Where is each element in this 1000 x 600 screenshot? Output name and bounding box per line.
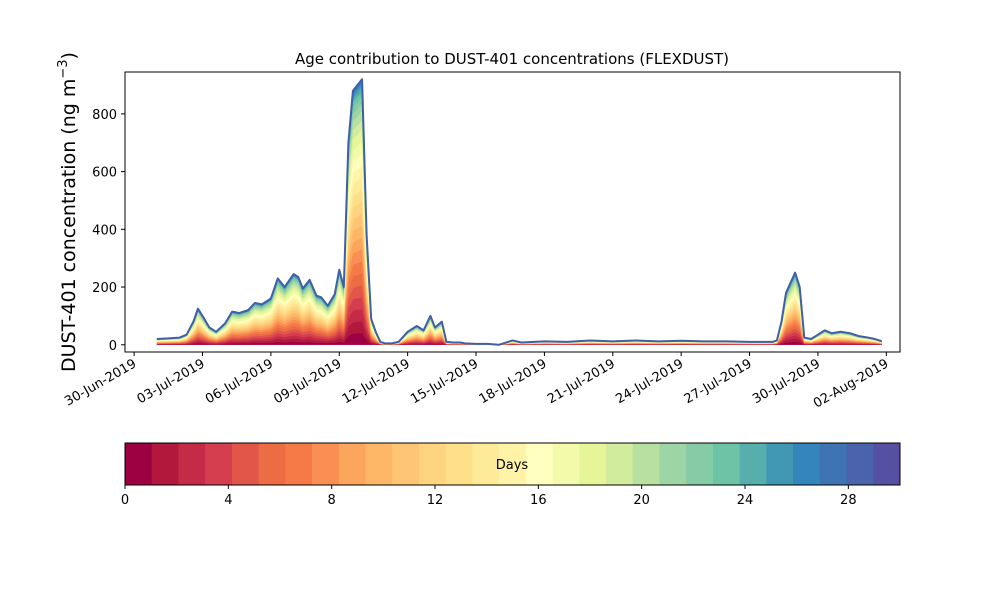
colorbar-segment-23 [739, 443, 767, 485]
colorbar-segment-21 [686, 443, 714, 485]
colorbar-segment-7 [312, 443, 340, 485]
y-axis-label-text: DUST-401 concentration (ng m [58, 79, 80, 372]
colorbar-tick-label-12: 12 [427, 493, 444, 508]
colorbar-segment-11 [418, 443, 447, 485]
colorbar-frame [124, 442, 901, 486]
colorbar-segment-5 [258, 443, 286, 485]
y-tick-label-800: 800 [92, 108, 117, 123]
colorbar-segment-24 [766, 443, 794, 485]
colorbar-segment-0 [125, 443, 153, 485]
y-tick-label-400: 400 [92, 223, 117, 238]
colorbar-segment-8 [338, 443, 367, 485]
colorbar-segment-3 [205, 443, 233, 485]
colorbar-axis: 0 4 8 12 16 20 24 28 [121, 485, 857, 508]
colorbar-tick-label-0: 0 [121, 493, 129, 508]
chart-title: Age contribution to DUST-401 concentrati… [295, 50, 729, 68]
y-axis-label-close: ) [58, 52, 80, 59]
total-concentration-line-group [156, 78, 883, 346]
colorbar-tick-label-20: 20 [633, 493, 650, 508]
y-axis: 0 200 400 600 800 [92, 108, 125, 354]
colorbar-segment-27 [846, 443, 874, 485]
colorbar-segment-25 [793, 443, 821, 485]
colorbar-segment-10 [392, 443, 420, 485]
colorbar-segment-17 [579, 443, 607, 485]
y-axis-label-exponent: −3 [56, 59, 71, 78]
colorbar-segment-12 [445, 443, 473, 485]
colorbar-segment-6 [285, 443, 313, 485]
age-contribution-areas [156, 78, 882, 345]
y-tick-label-600: 600 [92, 166, 117, 181]
colorbar-segment-13 [472, 443, 500, 485]
plot-frame [124, 71, 901, 353]
colorbar-segment-4 [231, 443, 260, 485]
colorbar-segment-2 [178, 443, 206, 485]
colorbar-segment-1 [151, 443, 179, 485]
colorbar-segment-14 [499, 443, 527, 485]
colorbar-segment-26 [819, 443, 848, 485]
colorbar-tick-label-24: 24 [737, 493, 754, 508]
colorbar-segment-19 [632, 443, 660, 485]
total-concentration-line [156, 78, 883, 346]
colorbar-segment-28 [873, 443, 901, 485]
colorbar [124, 442, 901, 486]
y-axis-label: DUST-401 concentration (ng m−3) [56, 52, 80, 372]
colorbar-segment-20 [659, 443, 687, 485]
colorbar-tick-label-4: 4 [224, 493, 232, 508]
colorbar-segment-9 [365, 443, 393, 485]
colorbar-segment-15 [525, 443, 554, 485]
y-tick-label-0: 0 [109, 339, 117, 354]
colorbar-segment-18 [606, 443, 634, 485]
colorbar-segment-22 [712, 443, 741, 485]
colorbar-tick-label-8: 8 [328, 493, 336, 508]
y-tick-label-200: 200 [92, 281, 117, 296]
colorbar-segment-16 [552, 443, 580, 485]
colorbar-tick-label-28: 28 [840, 493, 857, 508]
colorbar-label: Days [496, 458, 529, 473]
colorbar-tick-label-16: 16 [530, 493, 547, 508]
